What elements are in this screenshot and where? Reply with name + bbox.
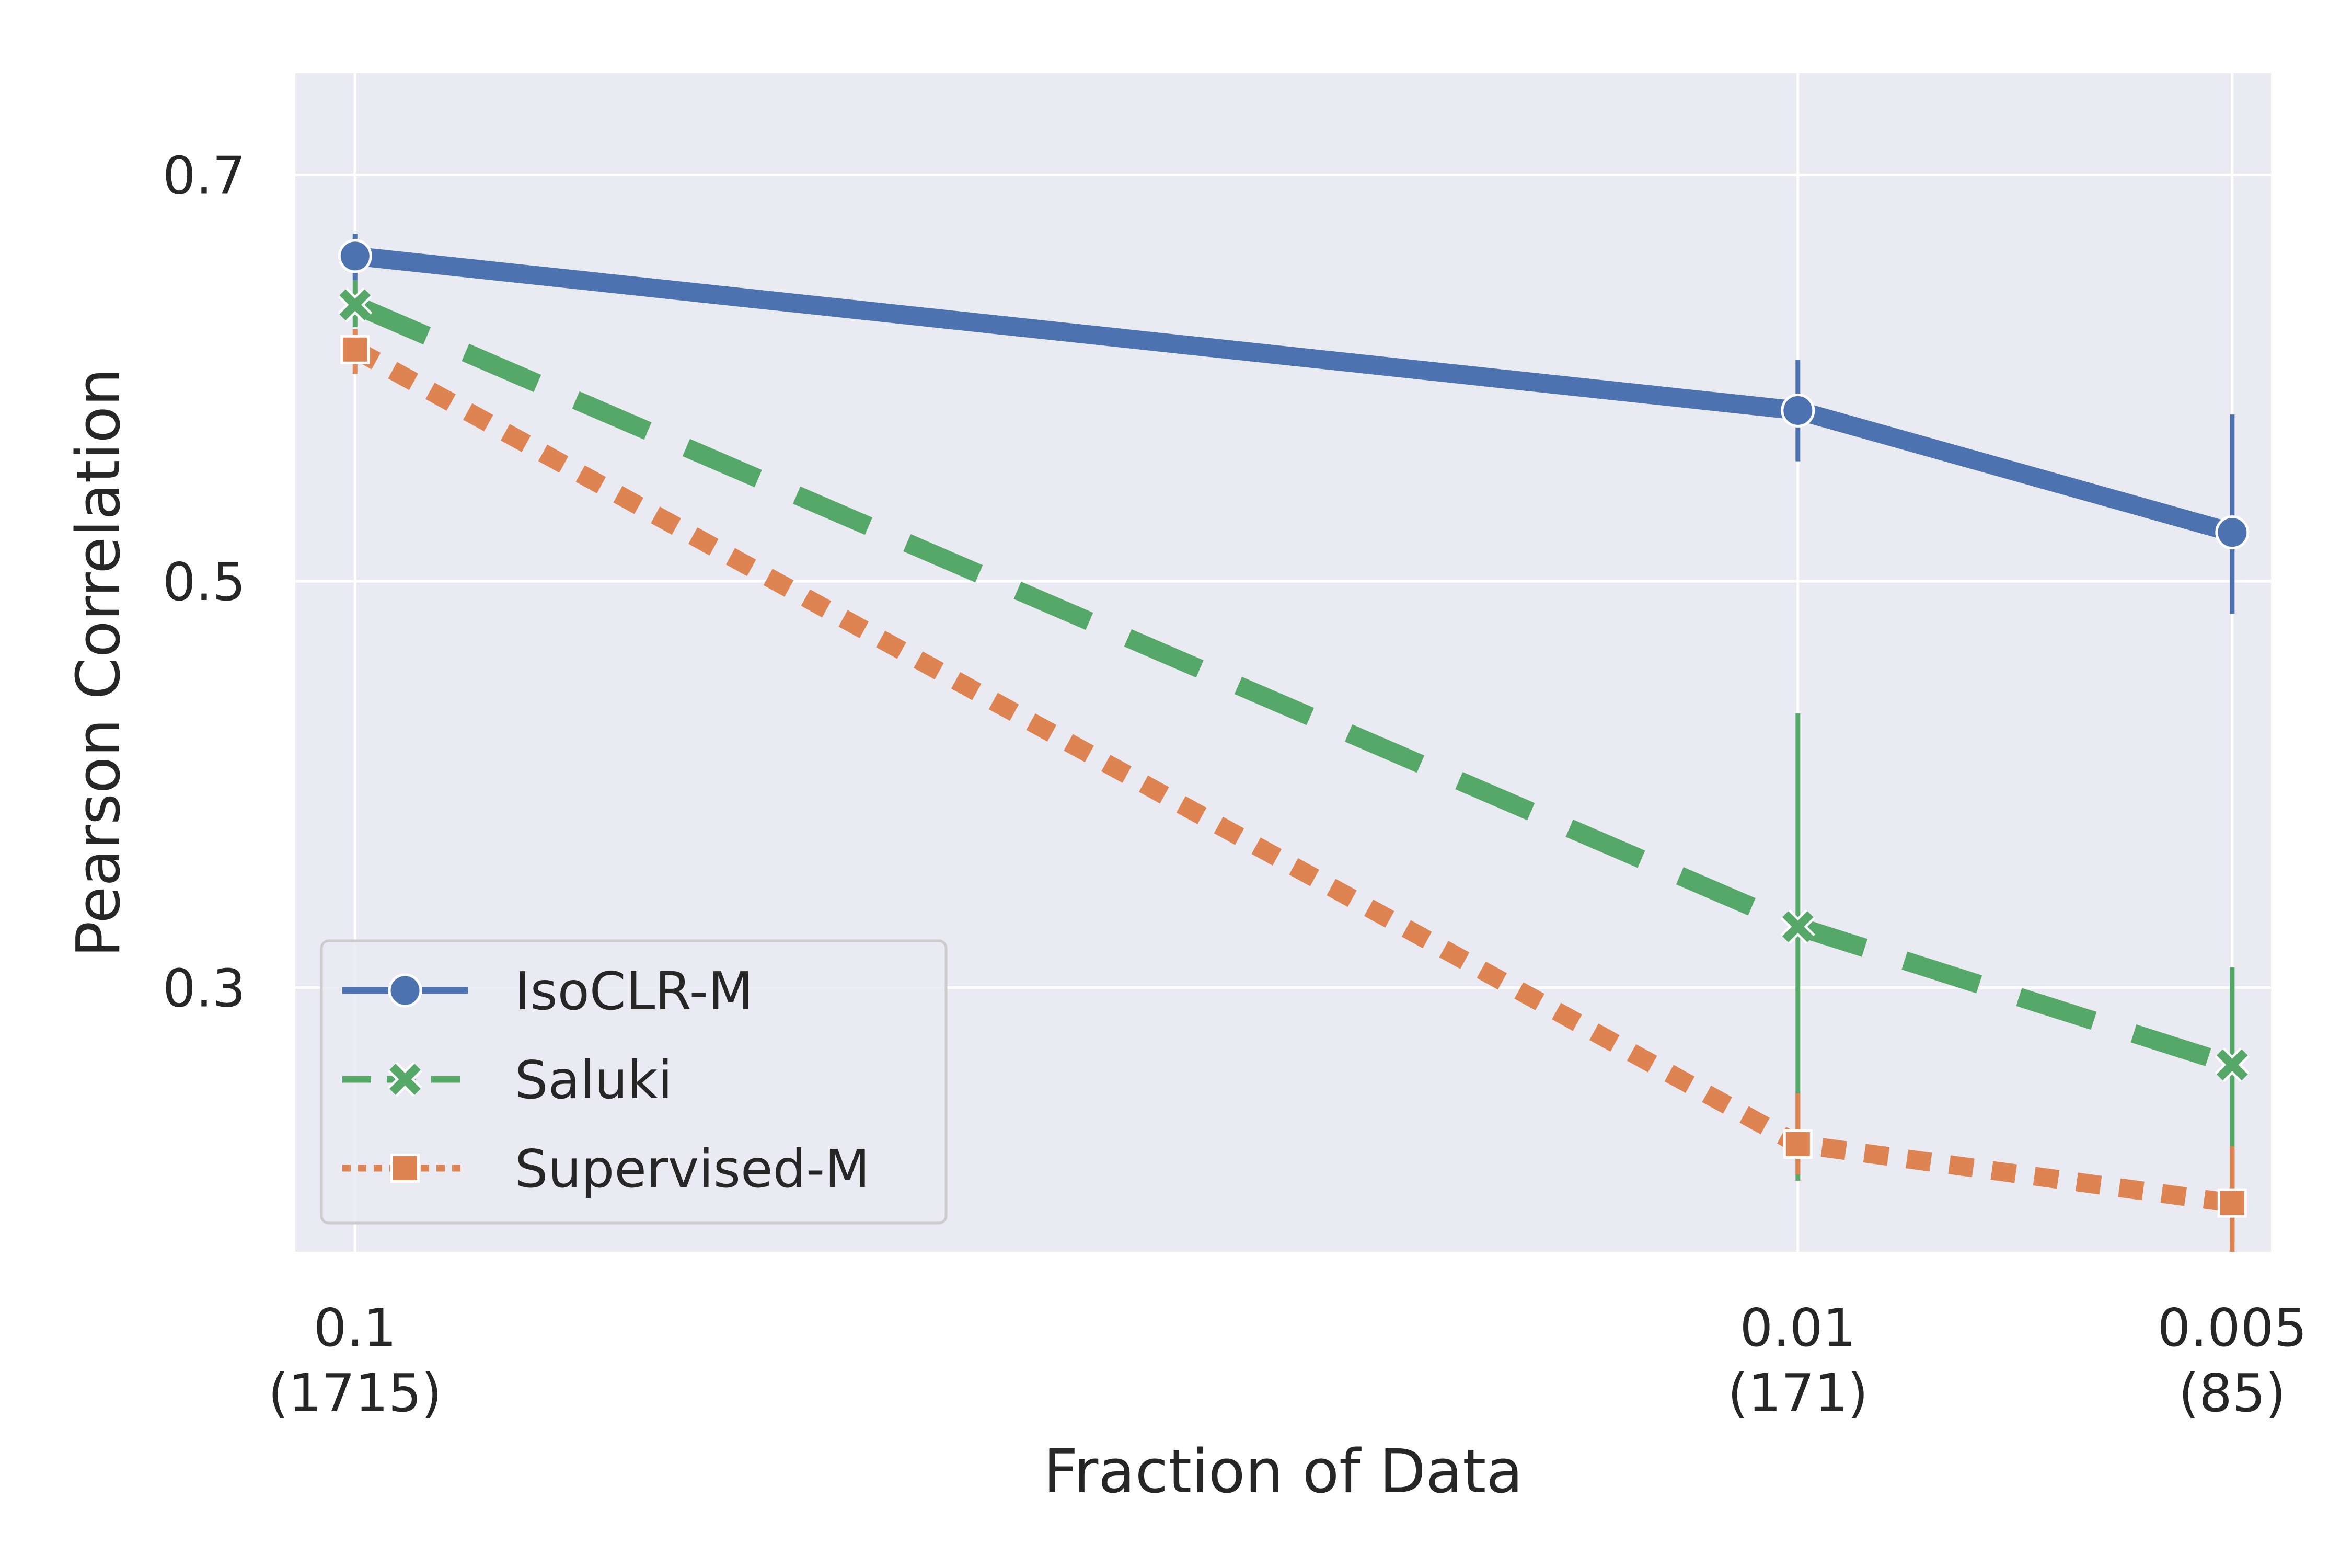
- legend-entry: Saluki: [342, 1050, 673, 1111]
- x-axis-title: Fraction of Data: [1043, 1437, 1523, 1507]
- x-tick-sublabel: (1715): [268, 1363, 442, 1424]
- data-point: [2216, 1049, 2248, 1081]
- tick-labels: 0.1(1715) 0.01(171) 0.005(85) 0.3 0.5 0.7: [163, 145, 2307, 1424]
- y-tick-label: 0.7: [163, 145, 246, 206]
- legend-marker: [390, 1154, 420, 1183]
- data-point: [338, 239, 372, 273]
- x-tick-label: 0.005: [2158, 1297, 2307, 1358]
- series-Supervised-M: [340, 329, 2247, 1252]
- legend-frame: [320, 939, 948, 1225]
- data-point: [2217, 1188, 2247, 1218]
- series-IsoCLR-M: [338, 234, 2250, 614]
- x-tick-label: 0.01: [1739, 1297, 1856, 1358]
- y-tick-label: 0.3: [163, 958, 246, 1019]
- x-tick-label: 0.1: [314, 1297, 397, 1358]
- legend-label: Saluki: [515, 1050, 673, 1111]
- legend-marker: [389, 1064, 421, 1095]
- legend-label: Supervised-M: [515, 1138, 870, 1200]
- y-tick-label: 0.5: [163, 551, 246, 613]
- y-axis-title: Pearson Correlation: [64, 368, 134, 958]
- x-tick-sublabel: (85): [2178, 1363, 2286, 1424]
- data-point: [2215, 515, 2250, 550]
- data-point: [1781, 393, 1815, 428]
- legend-entry: Supervised-M: [342, 1138, 870, 1200]
- legend: IsoCLR-M Saluki Supervised-M: [320, 939, 948, 1225]
- legend-marker: [388, 973, 422, 1008]
- data-point: [1783, 1129, 1813, 1159]
- legend-entry: IsoCLR-M: [342, 961, 753, 1022]
- data-point: [339, 289, 371, 321]
- x-tick-sublabel: (171): [1727, 1363, 1868, 1424]
- data-point: [1782, 911, 1814, 942]
- series-layer: [338, 234, 2250, 1252]
- legend-label: IsoCLR-M: [515, 961, 753, 1022]
- data-point: [340, 335, 370, 364]
